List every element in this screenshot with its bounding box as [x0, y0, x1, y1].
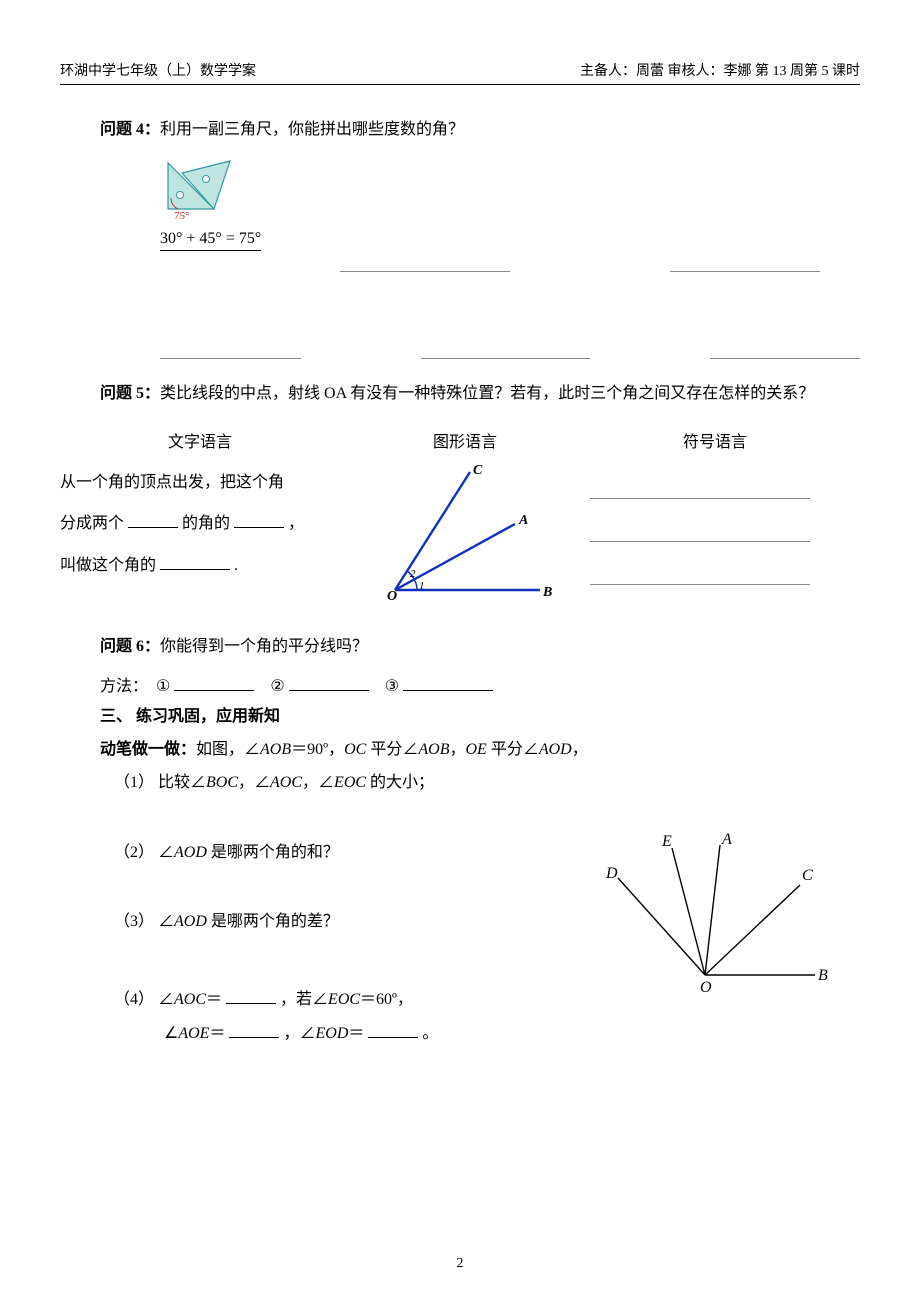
lead-a: 如图，∠ — [196, 741, 260, 758]
blank — [340, 255, 510, 272]
blank — [289, 674, 369, 691]
blank — [229, 1021, 279, 1038]
q4-title: 问题 4： — [100, 121, 160, 138]
arc-label-2: 2 — [410, 568, 416, 580]
blank — [174, 674, 254, 691]
q4-equation: 30° + 45° = 75° — [160, 230, 261, 251]
blank — [670, 255, 820, 272]
label-C: C — [473, 463, 483, 478]
label-B: B — [818, 967, 828, 984]
section-3-heading: 三、 练习巩固，应用新知 — [100, 702, 860, 732]
q4-figure: 75° — [160, 151, 860, 226]
q5-col-headers: 文字语言 图形语言 符号语言 — [60, 428, 860, 452]
q6-text: 你能得到一个角的平分线吗？ — [160, 638, 368, 655]
arc-label-1: 1 — [419, 580, 425, 592]
q6-title: 问题 6： — [100, 638, 160, 655]
q4-blanks-row2 — [160, 342, 860, 359]
lead-c: 平分∠ — [366, 741, 418, 758]
page-header: 环湖中学七年级（上）数学学案 主备人：周蕾 审核人：李娜 第 13 周第 5 课… — [60, 60, 860, 85]
blank — [590, 564, 810, 584]
q5-block: 问题 5：类比线段的中点，射线 OA 有没有一种特殊位置？若有，此时三个角之间又… — [100, 379, 860, 409]
page-number: 2 — [0, 1256, 920, 1272]
lead-b: ＝90º， — [291, 741, 344, 758]
col-header-sym: 符号语言 — [590, 428, 840, 452]
lead-d: ， — [449, 741, 465, 758]
q5-symbol-col — [590, 462, 840, 602]
blank — [590, 522, 810, 542]
label-D: D — [605, 865, 618, 882]
exercise-lead: 动笔做一做：如图，∠AOB＝90º，OC 平分∠AOB，OE 平分∠AOD， — [100, 733, 860, 767]
lead-bold: 动笔做一做： — [100, 741, 196, 758]
label-O: O — [700, 979, 712, 996]
angle-rays — [395, 472, 540, 590]
page: 环湖中学七年级（上）数学学案 主备人：周蕾 审核人：李娜 第 13 周第 5 课… — [0, 0, 920, 1302]
q4-text: 利用一副三角尺，你能拼出哪些度数的角？ — [160, 121, 464, 138]
label-E: E — [661, 833, 672, 850]
q4-block: 问题 4：利用一副三角尺，你能拼出哪些度数的角？ — [100, 115, 860, 145]
blank — [368, 1021, 418, 1038]
blank — [710, 342, 860, 359]
header-right: 主备人：周蕾 审核人：李娜 第 13 周第 5 课时 — [580, 60, 860, 80]
q5-figure: 1 2 O B A C — [340, 462, 590, 602]
col-header-text: 文字语言 — [60, 428, 340, 452]
label-B: B — [542, 585, 552, 600]
item-4b: ∠AOE＝，∠EOD＝。 — [164, 1017, 860, 1051]
num-2: ② — [270, 676, 284, 696]
q4-blanks-row1 — [340, 255, 860, 272]
blank — [421, 342, 590, 359]
q6-methods: 方法： ① ② ③ — [100, 672, 860, 696]
aob2: AOB — [418, 741, 449, 758]
blank — [226, 987, 276, 1004]
q5-body: 从一个角的顶点出发，把这个角 分成两个的角的， 叫做这个角的. 1 2 O B … — [60, 462, 860, 602]
blank — [234, 511, 284, 528]
q5-text-col: 从一个角的顶点出发，把这个角 分成两个的角的， 叫做这个角的. — [60, 462, 340, 602]
q5-title: 问题 5： — [100, 385, 160, 402]
label-A: A — [721, 831, 732, 848]
oe: OE — [465, 741, 486, 758]
arc-1 — [414, 579, 417, 590]
aod: AOD — [539, 741, 572, 758]
q5-text: 类比线段的中点，射线 OA 有没有一种特殊位置？若有，此时三个角之间又存在怎样的… — [160, 385, 814, 402]
num-1: ① — [156, 676, 170, 696]
oc: OC — [344, 741, 366, 758]
blank — [128, 511, 178, 528]
blank — [160, 553, 230, 570]
blank — [160, 342, 301, 359]
exercise-figure: O B C A E D — [600, 830, 830, 1005]
aob: AOB — [260, 741, 291, 758]
q5-line1: 从一个角的顶点出发，把这个角 — [60, 462, 340, 504]
q6-block: 问题 6：你能得到一个角的平分线吗？ — [100, 632, 860, 662]
angle-label: 75° — [174, 210, 189, 221]
q5-line2: 分成两个的角的， — [60, 503, 340, 545]
header-left: 环湖中学七年级（上）数学学案 — [60, 60, 256, 80]
blank — [590, 479, 810, 499]
method-label: 方法： — [100, 678, 148, 695]
lead-f: ， — [572, 741, 588, 758]
item-1: （1） 比较∠BOC，∠AOC，∠EOC 的大小； — [114, 766, 860, 800]
lead-e: 平分∠ — [487, 741, 539, 758]
rays — [618, 845, 815, 975]
label-C: C — [802, 867, 813, 884]
triangle-hole-1 — [177, 192, 184, 199]
q5-line3: 叫做这个角的. — [60, 545, 340, 587]
label-O: O — [387, 589, 397, 602]
label-A: A — [518, 513, 528, 528]
triangle-hole-2 — [203, 176, 210, 183]
num-3: ③ — [385, 676, 399, 696]
labels: O B C A E D — [605, 831, 828, 996]
col-header-fig: 图形语言 — [340, 428, 590, 452]
blank — [403, 674, 493, 691]
